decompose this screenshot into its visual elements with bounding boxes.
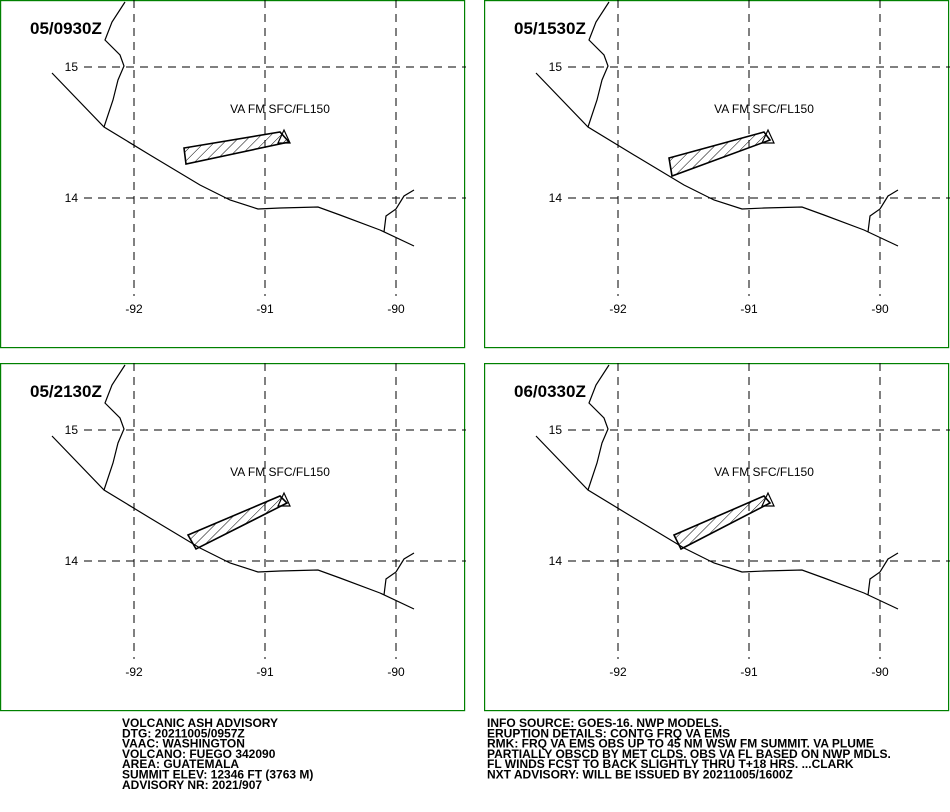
- ash-label: VA FM SFC/FL150: [714, 465, 814, 479]
- lat-label: 14: [65, 554, 79, 568]
- advisory-line: FL WINDS FCST TO BACK SLIGHTLY THRU T+18…: [487, 757, 854, 771]
- lon-label: -92: [125, 665, 143, 679]
- coastline: [51, 435, 415, 610]
- advisory-line: VAAC: WASHINGTON: [122, 737, 245, 751]
- advisory-line: VOLCANIC ASH ADVISORY: [122, 716, 278, 730]
- border: [103, 364, 126, 491]
- panel-frame: [0, 0, 466, 349]
- lon-label: -91: [256, 302, 274, 316]
- panel-frame: [484, 363, 950, 712]
- advisory-line: RMK: FRQ VA EMS OBS UP TO 45 NM WSW FM S…: [487, 737, 874, 751]
- lon-label: -90: [871, 302, 889, 316]
- panel-time: 06/0330Z: [514, 382, 586, 401]
- ash-area: [186, 495, 289, 551]
- lon-label: -92: [609, 302, 627, 316]
- advisory-line: INFO SOURCE: GOES-16. NWP MODELS.: [487, 716, 722, 730]
- lon-label: -92: [609, 665, 627, 679]
- border: [383, 552, 415, 596]
- volcano-marker: [277, 491, 291, 507]
- map-panel: -92 -91 -90 15 14 05/0930Z VA FM SFC/FL150: [0, 0, 466, 349]
- ash-label: VA FM SFC/FL150: [230, 465, 330, 479]
- lat-label: 15: [65, 423, 79, 437]
- lat-label: 14: [65, 191, 79, 205]
- border: [103, 1, 126, 128]
- border: [383, 189, 415, 233]
- advisory-line: DTG: 20211005/0957Z: [122, 726, 245, 740]
- volcano-marker: [761, 128, 775, 144]
- map-panel: -92 -91 -90 15 14 05/2130Z VA FM SFC/FL150: [0, 363, 466, 712]
- lon-label: -90: [871, 665, 889, 679]
- panel-time: 05/1530Z: [514, 19, 586, 38]
- map-panel: -92 -91 -90 15 14 06/0330Z VA FM SFC/FL150: [484, 363, 950, 712]
- lon-label: -91: [256, 665, 274, 679]
- advisory-line: SUMMIT ELEV: 12346 FT (3763 M): [122, 768, 313, 782]
- panel-time: 05/0930Z: [30, 19, 102, 38]
- lat-label: 15: [65, 60, 79, 74]
- lat-label: 14: [549, 191, 563, 205]
- lon-label: -91: [740, 665, 758, 679]
- advisory-line: ADVISORY NR: 2021/907: [122, 778, 262, 792]
- border: [867, 189, 899, 233]
- panel-time: 05/2130Z: [30, 382, 102, 401]
- advisory-line: VOLCANO: FUEGO 342090: [122, 747, 276, 761]
- lon-label: -90: [387, 665, 405, 679]
- ash-label: VA FM SFC/FL150: [230, 102, 330, 116]
- lon-label: -90: [387, 302, 405, 316]
- advisory-line: ERUPTION DETAILS: CONTG FRQ VA EMS: [487, 726, 730, 740]
- advisory-line: NXT ADVISORY: WILL BE ISSUED BY 20211005…: [487, 768, 793, 782]
- panel-frame: [484, 0, 950, 349]
- advisory-line: AREA: GUATEMALA: [122, 757, 239, 771]
- lat-label: 15: [549, 60, 563, 74]
- lon-label: -92: [125, 302, 143, 316]
- coastline: [535, 435, 899, 610]
- lat-label: 14: [549, 554, 563, 568]
- ash-label: VA FM SFC/FL150: [714, 102, 814, 116]
- advisory-line: PARTIALLY OBSCD BY MET CLDS. OBS VA FL B…: [487, 747, 891, 761]
- border: [587, 364, 610, 491]
- lat-label: 15: [549, 423, 563, 437]
- ash-area: [672, 495, 772, 551]
- volcano-marker: [277, 128, 291, 144]
- volcano-marker: [761, 491, 775, 507]
- ash-area: [183, 131, 291, 165]
- border: [587, 1, 610, 128]
- coastline: [535, 72, 899, 247]
- coastline: [51, 72, 415, 247]
- ash-area: [668, 131, 772, 178]
- border: [867, 552, 899, 596]
- map-panel: -92 -91 -90 15 14 05/1530Z VA FM SFC/FL150: [484, 0, 950, 349]
- panel-frame: [0, 363, 466, 712]
- lon-label: -91: [740, 302, 758, 316]
